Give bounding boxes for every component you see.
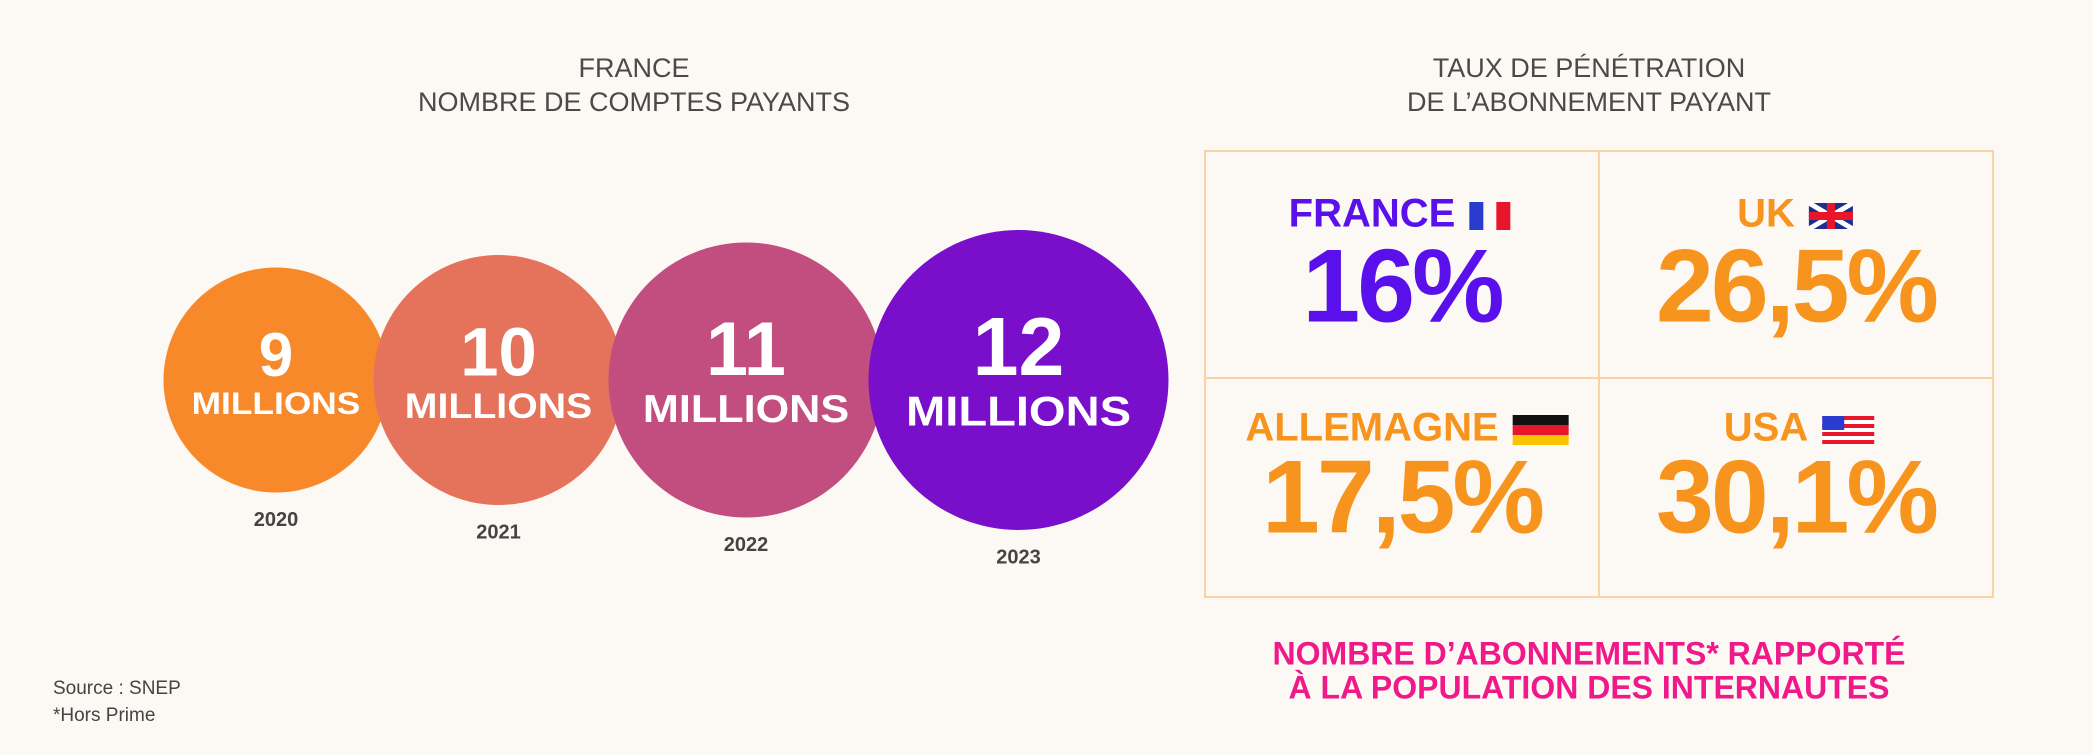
flag [1822, 432, 1875, 436]
bubble-value: 9 [259, 321, 293, 390]
country-label: FRANCE [1289, 192, 1456, 236]
flag [1822, 428, 1875, 432]
flag [1822, 416, 1845, 430]
flag [1512, 425, 1569, 435]
year-label: 2023 [996, 546, 1041, 568]
footnote: *Hors Prime [53, 705, 155, 726]
flag [1822, 440, 1875, 444]
rate-value: 17,5% [1262, 439, 1542, 555]
left-title: FRANCE [578, 53, 689, 83]
bubble-value: 12 [973, 301, 1065, 393]
bubble-value: 10 [460, 314, 536, 391]
rate-value: 16% [1302, 228, 1502, 344]
flag [1822, 416, 1875, 420]
bubble-unit: MILLIONS [405, 387, 593, 426]
bubble-unit: MILLIONS [643, 388, 849, 431]
flag [1512, 415, 1569, 425]
flag [1512, 435, 1569, 445]
right-subtitle: DE L’ABONNEMENT PAYANT [1407, 87, 1771, 117]
flag [1496, 202, 1511, 230]
note: À LA POPULATION DES INTERNAUTES [1289, 669, 1890, 705]
rate-value: 30,1% [1656, 439, 1936, 555]
flag [1822, 424, 1875, 428]
year-label: 2022 [724, 534, 769, 556]
flag [1469, 202, 1484, 230]
flag [1822, 420, 1875, 424]
bubble-value: 11 [706, 308, 786, 392]
year-label: 2021 [476, 521, 521, 543]
rate-value: 26,5% [1656, 228, 1936, 344]
right-title: TAUX DE PÉNÉTRATION [1433, 53, 1746, 83]
year-label: 2020 [254, 509, 299, 531]
bubble-unit: MILLIONS [906, 388, 1131, 435]
source: Source : SNEP [53, 678, 181, 699]
country-label: UK [1737, 192, 1795, 236]
left-subtitle: NOMBRE DE COMPTES PAYANTS [418, 87, 850, 117]
bubble [608, 242, 884, 518]
bubble-unit: MILLIONS [192, 385, 361, 421]
flag [1808, 212, 1853, 220]
bubble [373, 255, 624, 505]
bubble [163, 267, 389, 493]
flag [1822, 436, 1875, 440]
bubble [868, 230, 1169, 530]
country-label: ALLEMAGNE [1245, 406, 1498, 450]
country-label: USA [1724, 406, 1808, 450]
note: NOMBRE D’ABONNEMENTS* RAPPORTÉ [1273, 635, 1906, 671]
